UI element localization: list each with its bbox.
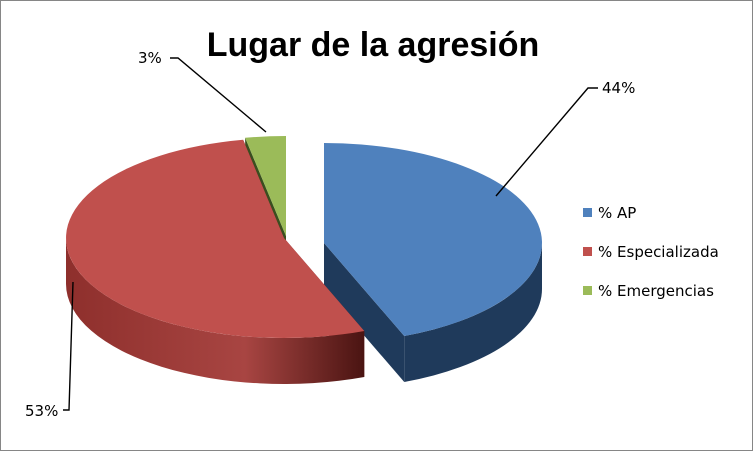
data-label-especializada: 53% [25,402,58,420]
legend: % AP % Especializada % Emergencias [583,204,719,300]
data-label-emergencias: 3% [138,49,162,67]
pie-slice-side-especializada-0 [66,238,365,385]
legend-swatch-emergencias [583,286,592,295]
leader-lines [63,57,598,411]
pie-slice-tops [66,136,543,338]
pie-slice-side-ap-0 [404,243,542,382]
legend-label-especializada: % Especializada [598,243,719,261]
chart-title: Lugar de la agresión [207,26,540,64]
leader-line-emergencias [170,57,267,133]
leader-line-ap [495,87,598,197]
pie-slice-wall-ap-1 [324,243,405,382]
pie-slice-ap [324,143,543,336]
legend-swatch-ap [583,208,592,217]
legend-label-emergencias: % Emergencias [598,282,714,300]
legend-swatch-especializada [583,247,592,256]
leader-line-especializada [63,281,74,411]
data-label-ap: 44% [602,79,635,97]
pie-slice-emergencias [245,136,286,236]
pie-slice-especializada [66,139,365,338]
legend-label-ap: % AP [598,204,636,222]
